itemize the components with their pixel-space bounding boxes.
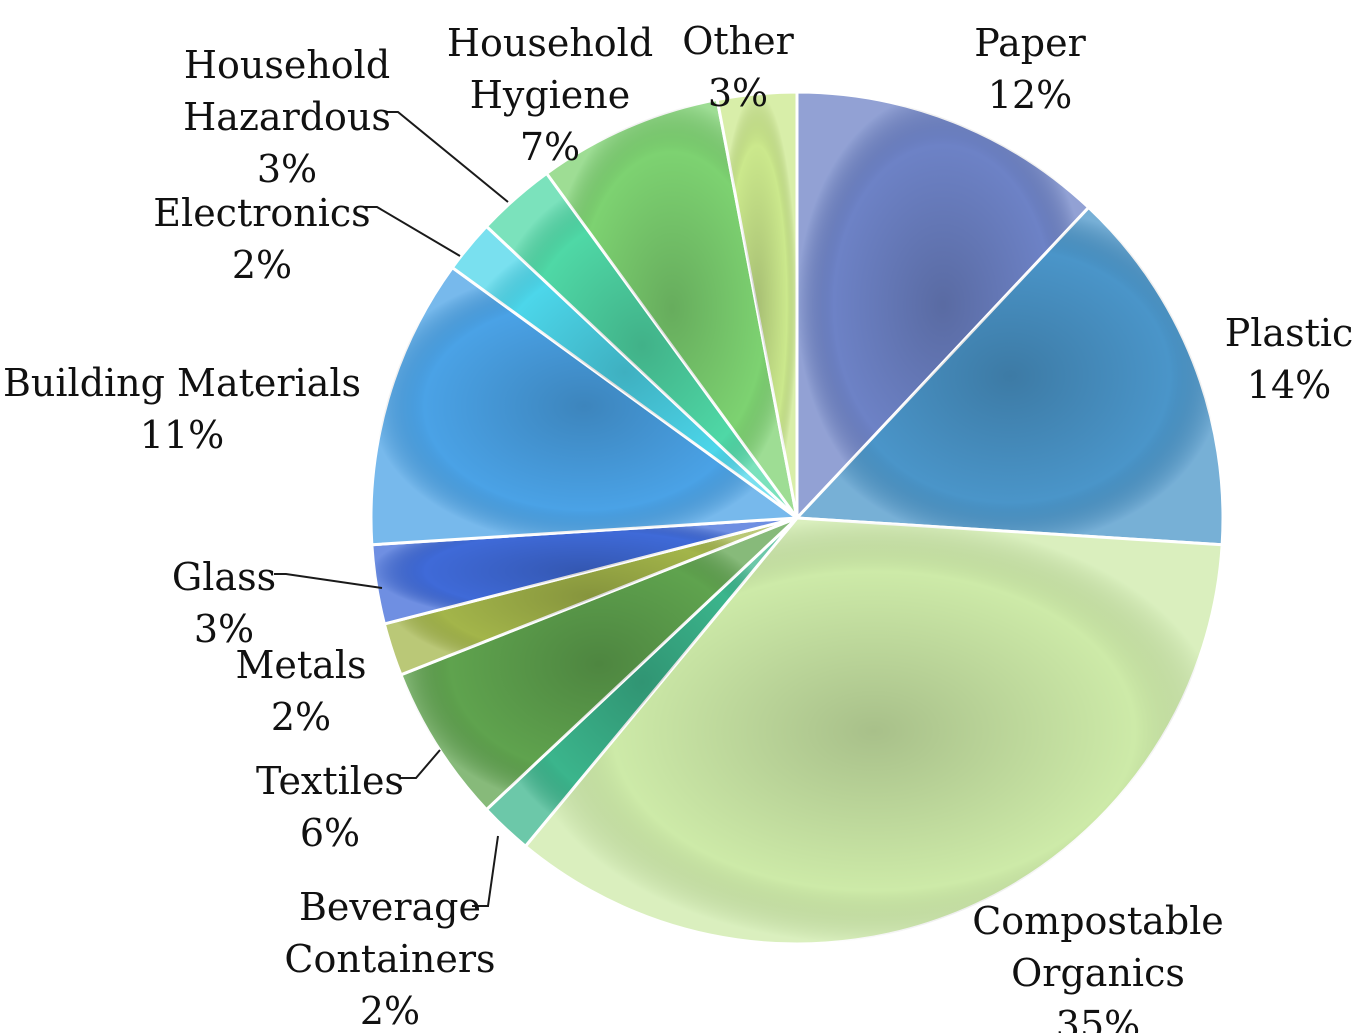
- slice-name-other: Other: [682, 19, 794, 63]
- leader-lines: [274, 111, 509, 907]
- slice-name-compostable-organics: Compostable: [972, 899, 1224, 943]
- slice-percent-metals: 2%: [271, 695, 331, 739]
- slice-name-plastic: Plastic: [1225, 311, 1354, 355]
- slice-percent-building-materials: 11%: [140, 413, 224, 457]
- slice-name-household-hygiene: Hygiene: [470, 73, 631, 117]
- slice-name-building-materials: Building Materials: [3, 361, 361, 405]
- leader-line-electronics: [365, 206, 461, 257]
- slice-label-household-hygiene: Household Hygiene 7%: [447, 21, 653, 169]
- slice-label-textiles: Textiles 6%: [256, 759, 404, 855]
- slice-label-building-materials: Building Materials 11%: [3, 361, 361, 457]
- slice-name-beverage-containers: Beverage: [299, 885, 481, 929]
- pie-slices: [369, 90, 1225, 946]
- leader-line-beverage-containers: [472, 835, 499, 907]
- slice-label-metals: Metals 2%: [236, 643, 367, 739]
- slice-label-household-hazardous: Household Hazardous 3%: [183, 43, 391, 191]
- leader-line-textiles: [400, 749, 441, 779]
- slice-name-household-hazardous: Household: [184, 43, 390, 87]
- slice-percent-household-hygiene: 7%: [520, 125, 580, 169]
- slice-percent-beverage-containers: 2%: [360, 989, 420, 1033]
- slice-percent-glass: 3%: [194, 607, 254, 651]
- leader-line-glass: [274, 573, 383, 589]
- slice-percent-paper: 12%: [988, 73, 1072, 117]
- slice-percent-household-hazardous: 3%: [257, 147, 317, 191]
- slice-percent-compostable-organics: 35%: [1056, 1003, 1140, 1033]
- slice-label-other: Other 3%: [682, 19, 794, 115]
- slice-label-electronics: Electronics 2%: [153, 191, 370, 287]
- slice-name-beverage-containers: Containers: [284, 937, 495, 981]
- slice-label-beverage-containers: Beverage Containers 2%: [284, 885, 495, 1033]
- slice-label-plastic: Plastic 14%: [1225, 311, 1354, 407]
- slice-percent-plastic: 14%: [1247, 363, 1331, 407]
- slice-label-compostable-organics: Compostable Organics 35%: [972, 899, 1224, 1033]
- leader-line-household-hazardous: [386, 111, 509, 203]
- slice-label-paper: Paper 12%: [974, 21, 1086, 117]
- slice-name-metals: Metals: [236, 643, 367, 687]
- slice-name-household-hygiene: Household: [447, 21, 653, 65]
- slice-name-textiles: Textiles: [256, 759, 404, 803]
- slice-percent-electronics: 2%: [232, 243, 292, 287]
- slice-percent-other: 3%: [708, 71, 768, 115]
- slice-name-compostable-organics: Organics: [1011, 951, 1185, 995]
- slice-name-electronics: Electronics: [153, 191, 370, 235]
- slice-labels: Paper 12% Plastic 14% Compostable Organics 35%…: [3, 19, 1353, 1033]
- slice-label-glass: Glass 3%: [172, 555, 276, 651]
- slice-name-paper: Paper: [974, 21, 1086, 65]
- slice-percent-textiles: 6%: [300, 811, 360, 855]
- slice-name-household-hazardous: Hazardous: [183, 95, 391, 139]
- slice-name-glass: Glass: [172, 555, 276, 599]
